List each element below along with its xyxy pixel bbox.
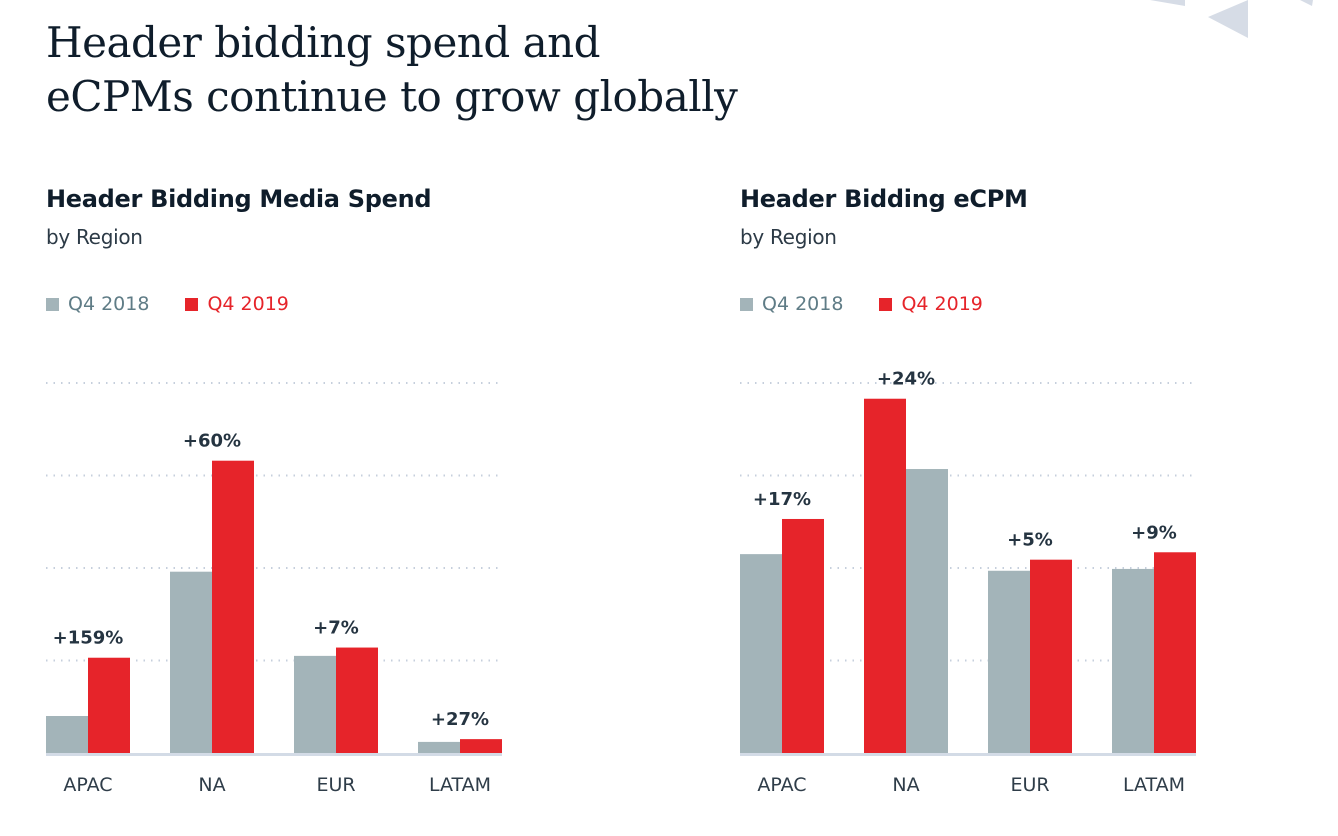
legend-item-q4-2019: Q4 2019 [879, 293, 983, 315]
bar-na-q4-2018 [170, 571, 212, 753]
legend-label: Q4 2019 [901, 293, 983, 315]
legend-item-q4-2018: Q4 2018 [46, 293, 149, 315]
chart-title: Header Bidding eCPM [740, 185, 1028, 213]
x-tick-label: EUR [1010, 774, 1049, 796]
decorative-triangles [1150, 0, 1313, 38]
bar-eur-q4-2018 [988, 570, 1030, 753]
bar-apac-q4-2018 [46, 716, 88, 753]
bar-latam-q4-2019 [460, 739, 502, 753]
data-label: +27% [431, 709, 489, 730]
legend-swatch-q4-2019 [879, 297, 893, 311]
triangle-shape [1300, 0, 1313, 6]
bar-eur-q4-2019 [1030, 559, 1072, 753]
legend-label: Q4 2019 [207, 293, 289, 315]
data-label: +24% [877, 369, 935, 390]
bar-chart-ecpm: +17% APAC +24% NA +5% EUR +9% LATAM [740, 369, 1196, 796]
data-label: +7% [313, 618, 359, 639]
ecpm-panel: Header Bidding eCPM by Region Q4 2018 Q4… [740, 180, 1210, 820]
bar-na-q4-2019 [212, 460, 254, 753]
bar-latam-q4-2018 [1112, 568, 1154, 753]
bar-apac-q4-2019 [88, 657, 130, 753]
x-tick-label: NA [892, 774, 919, 796]
legend-item-q4-2018: Q4 2018 [740, 293, 843, 315]
bar-chart-media-spend: +159% APAC +60% NA +7% EUR +27% LATAM [46, 382, 502, 796]
data-label: +9% [1131, 522, 1177, 543]
bar-latam-q4-2019 [1154, 552, 1196, 753]
legend-item-q4-2019: Q4 2019 [185, 293, 289, 315]
legend-swatch-q4-2018 [740, 297, 753, 311]
data-label: +159% [53, 628, 124, 649]
media-spend-panel: Header Bidding Media Spend by Region Q4 … [46, 180, 516, 820]
bar-eur-q4-2018 [294, 655, 336, 753]
data-label: +5% [1007, 530, 1053, 551]
chart-title: Header Bidding Media Spend [46, 185, 432, 213]
x-tick-label: APAC [63, 774, 112, 796]
x-tick-label: LATAM [1123, 774, 1185, 796]
legend-swatch-q4-2019 [185, 297, 199, 311]
legend-label: Q4 2018 [68, 293, 150, 315]
bar-latam-q4-2018 [418, 741, 460, 753]
legend: Q4 2018 Q4 2019 [740, 293, 983, 315]
triangle-shape [1208, 0, 1248, 38]
legend: Q4 2018 Q4 2019 [46, 293, 289, 315]
bar-na-q4-2019 [864, 398, 906, 753]
bar-apac-q4-2019 [782, 518, 824, 753]
chart-subtitle: by Region [46, 225, 143, 249]
data-label: +60% [183, 431, 241, 452]
x-tick-label: APAC [757, 774, 806, 796]
legend-swatch-q4-2018 [46, 297, 59, 311]
triangle-shape [1150, 0, 1185, 6]
page-title: Header bidding spend and eCPMs continue … [46, 18, 738, 121]
legend-label: Q4 2018 [762, 293, 844, 315]
x-tick-label: LATAM [429, 774, 491, 796]
bar-apac-q4-2018 [740, 554, 782, 753]
chart-subtitle: by Region [740, 225, 837, 249]
bar-eur-q4-2019 [336, 647, 378, 753]
x-tick-label: NA [198, 774, 225, 796]
x-tick-label: EUR [316, 774, 355, 796]
bar-na-q4-2018 [906, 469, 948, 753]
data-label: +17% [753, 489, 811, 510]
